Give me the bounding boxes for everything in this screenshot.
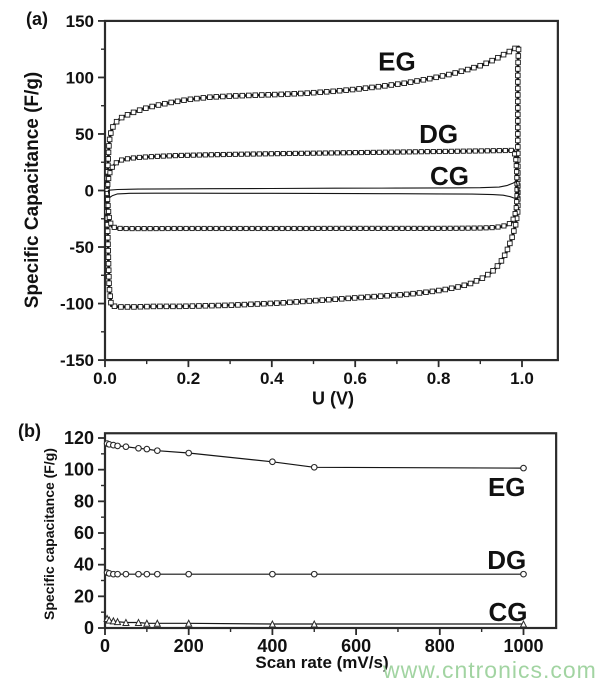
svg-text:60: 60 (74, 523, 94, 543)
svg-text:1.0: 1.0 (510, 369, 534, 388)
svg-text:100: 100 (64, 460, 94, 480)
chart-b-axes (98, 432, 558, 635)
watermark: www.cntronics.com (383, 657, 597, 683)
svg-text:0: 0 (84, 618, 94, 638)
chart-b-curve-label-CG: CG (489, 597, 528, 627)
svg-text:400: 400 (257, 636, 287, 656)
chart-a-x-axis-title: U (V) (312, 388, 354, 409)
svg-text:800: 800 (425, 636, 455, 656)
panel-b-label: (b) (18, 421, 41, 441)
svg-text:1000: 1000 (503, 636, 543, 656)
svg-text:120: 120 (64, 428, 94, 448)
svg-text:100: 100 (66, 68, 94, 87)
chart-b-curve-label-DG: DG (487, 545, 526, 575)
svg-text:-150: -150 (60, 351, 94, 370)
svg-text:0.2: 0.2 (177, 369, 201, 388)
svg-text:0.0: 0.0 (93, 369, 117, 388)
svg-text:80: 80 (74, 491, 94, 511)
svg-text:200: 200 (174, 636, 204, 656)
svg-text:600: 600 (341, 636, 371, 656)
chart-b-y-axis-title: Specific capacitance (F/g) (41, 448, 57, 620)
chart-b-curve-label-EG: EG (488, 472, 526, 502)
svg-text:0.4: 0.4 (260, 369, 284, 388)
chart-a-series-CG (107, 180, 520, 199)
chart-b-series-DG (103, 569, 527, 578)
chart-a-curve-label-DG: DG (419, 119, 458, 149)
chart-b-x-axis-title: Scan rate (mV/s) (255, 653, 389, 672)
svg-text:0: 0 (85, 182, 94, 201)
svg-text:0: 0 (100, 636, 110, 656)
svg-text:40: 40 (74, 555, 94, 575)
chart-a-curve-label-CG: CG (430, 161, 469, 191)
chart-a-series-DG (104, 147, 520, 232)
svg-text:150: 150 (66, 12, 94, 31)
panel-a-label: (a) (26, 9, 48, 29)
chart-b-series-CG (103, 614, 528, 628)
chart-a-tick-labels: 0.0 0.2 0.4 0.6 0.8 1.0 150 100 50 0 -50 -100 -150 (60, 12, 534, 388)
chart-a-y-axis-title: Specific Capacitance (F/g) (22, 71, 43, 309)
svg-text:20: 20 (74, 586, 94, 606)
chart-b-series-EG (103, 440, 527, 472)
chart-a-curve-label-EG: EG (378, 47, 416, 77)
svg-text:-100: -100 (60, 295, 94, 314)
svg-text:0.6: 0.6 (343, 369, 367, 388)
svg-text:-50: -50 (69, 238, 94, 257)
svg-text:50: 50 (75, 125, 94, 144)
svg-text:0.8: 0.8 (427, 369, 451, 388)
chart-a-series-EG (104, 45, 522, 310)
